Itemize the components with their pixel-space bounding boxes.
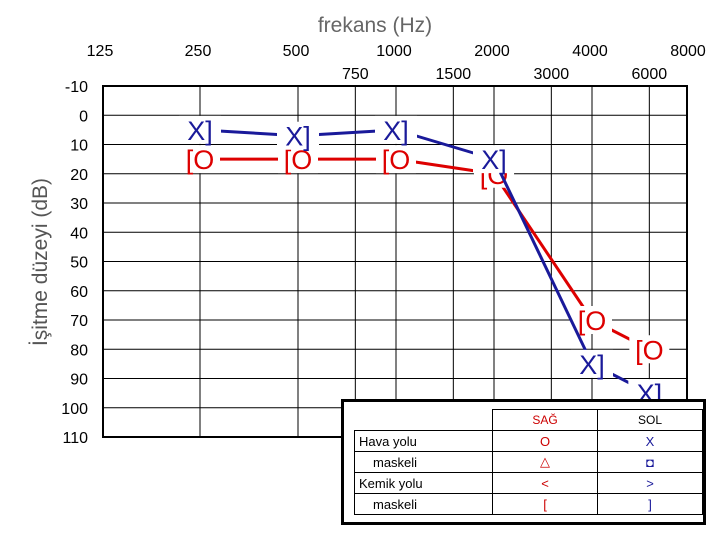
- y-tick-labels: -10 0 10 20 30 40 50 60 70 80 90 100 110: [61, 79, 88, 447]
- data-point-marker: [O: [284, 145, 313, 175]
- x-tick-label: 4000: [572, 43, 608, 60]
- legend-row-label: Hava yolu: [354, 430, 493, 452]
- y-tick-label: 60: [70, 284, 88, 301]
- x-tick-label: 2000: [474, 43, 510, 60]
- x-tick-label: 125: [87, 43, 114, 60]
- y-tick-label: 40: [70, 225, 88, 242]
- legend-row-label: Kemik yolu: [354, 472, 493, 494]
- y-tick-label: 100: [61, 401, 88, 418]
- data-point-marker: [O: [578, 306, 607, 336]
- y-tick-label: 50: [70, 255, 88, 272]
- legend-box: SAĞ SOL Hava yolu O X maskeli △ ◘ Kemik …: [341, 399, 706, 525]
- x-tick-label: 750: [342, 66, 369, 83]
- y-tick-label: -10: [65, 79, 88, 96]
- legend-row-label: maskeli: [354, 451, 493, 473]
- marker-background: [376, 145, 416, 174]
- data-point-marker: X]: [579, 350, 605, 380]
- series-line-segment: [492, 158, 594, 365]
- data-point-marker: X]: [481, 145, 507, 175]
- x-tick-label: 8000: [670, 43, 706, 60]
- data-point-marker: X]: [285, 122, 311, 152]
- marker-background: [629, 335, 670, 364]
- y-tick-label: 70: [70, 313, 88, 330]
- y-tick-label: 90: [70, 372, 88, 389]
- y-tick-label: 30: [70, 196, 88, 213]
- marker-background: [179, 115, 221, 144]
- data-point-marker: X]: [187, 116, 213, 146]
- series: [O [O [O [O[O[OX] X] X]X]X]X]: [179, 115, 671, 409]
- y-axis-label: İşitme düzeyi (dB): [29, 178, 52, 346]
- legend-left-symbol: X: [597, 430, 703, 452]
- x-tick-label: 1000: [376, 43, 412, 60]
- legend-right-symbol: [: [492, 493, 598, 515]
- legend-row-label: maskeli: [354, 493, 493, 515]
- legend-table: SAĞ SOL Hava yolu O X maskeli △ ◘ Kemik …: [354, 409, 703, 515]
- legend-col-right: SAĞ: [492, 409, 598, 431]
- legend-col-left: SOL: [597, 409, 703, 431]
- marker-background: [277, 121, 319, 150]
- y-tick-label: 20: [70, 167, 88, 184]
- data-point-marker: X]: [383, 116, 409, 146]
- legend-right-symbol: O: [492, 430, 598, 452]
- legend-left-symbol: >: [597, 472, 703, 494]
- x-tick-label: 6000: [632, 66, 668, 83]
- y-tick-label: 80: [70, 342, 88, 359]
- marker-background: [278, 145, 318, 174]
- legend-left-symbol: ◘: [597, 451, 703, 473]
- legend-right-symbol: <: [492, 472, 598, 494]
- data-point-marker: [O: [635, 335, 664, 365]
- marker-background: [375, 115, 417, 144]
- marker-background: [473, 145, 515, 174]
- y-tick-label: 110: [62, 430, 88, 447]
- marker-background: [180, 145, 220, 174]
- x-tick-labels: 125 250 500 1000 2000 4000 8000 750 1500 3000 6000: [87, 43, 706, 83]
- chart-title: frekans (Hz): [318, 14, 432, 37]
- legend-left-symbol: ]: [597, 493, 703, 515]
- data-point-marker: [O: [382, 145, 411, 175]
- x-tick-label: 250: [185, 43, 212, 60]
- legend-right-symbol: △: [492, 451, 598, 473]
- x-tick-label: 500: [283, 43, 310, 60]
- y-tick-label: 10: [70, 138, 88, 155]
- x-tick-label: 3000: [534, 66, 570, 83]
- y-tick-label: 0: [79, 108, 88, 125]
- marker-background: [571, 349, 613, 378]
- data-point-marker: [O: [186, 145, 215, 175]
- x-tick-label: 1500: [436, 66, 472, 83]
- series-line-segment: [492, 172, 594, 321]
- marker-background: [572, 306, 612, 334]
